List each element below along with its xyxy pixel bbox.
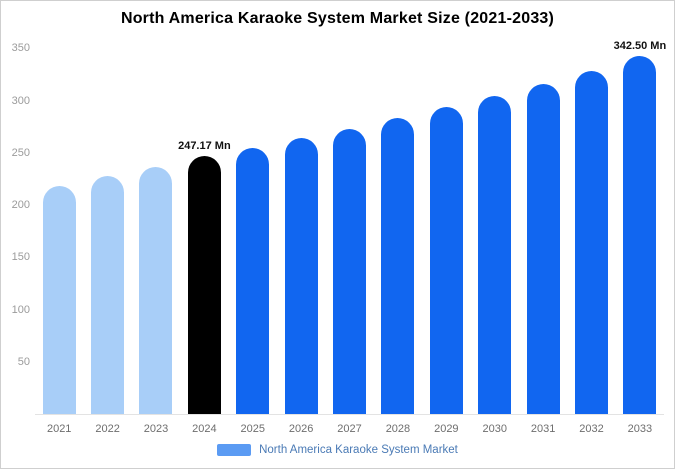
bar-2027 [333,128,367,414]
bar-column-2033: 342.50 Mn [613,40,667,414]
x-axis: 2021 2022 2023 2024 2025 2026 2027 2028 2029 2030… [7,414,664,435]
bar-2029 [429,107,463,414]
bar-2028 [381,118,415,414]
y-tick-250: 250 [11,146,30,159]
bar-2033 [623,56,657,414]
bar-2030 [478,95,512,414]
y-axis: 50 100 150 200 250 300 350 [7,38,33,414]
x-tick-2026: 2026 [288,423,314,435]
bar-column-2032 [567,70,615,414]
x-tick-2027: 2027 [337,423,362,435]
bar-column-2031 [519,83,567,414]
bar-2031 [526,83,560,414]
x-tick-2031: 2031 [530,423,556,435]
y-tick-200: 200 [11,199,30,211]
bar-2032 [574,70,608,414]
chart-title: North America Karaoke System Market Size… [120,10,555,27]
bar-column-2028 [374,118,422,414]
chart: 50 100 150 200 250 300 350 247.17 Mn 342.50 Mn [7,38,667,415]
bar-column-2023 [132,166,180,414]
legend-swatch-icon [217,444,252,456]
plot-area: 247.17 Mn 342.50 Mn [35,38,667,415]
legend-label: North America Karaoke System Market [259,444,458,456]
x-tick-2032: 2032 [579,423,604,435]
bar-column-2026 [277,138,325,414]
bar-column-2021 [35,185,83,414]
bar-2021 [42,185,76,414]
x-tick-2033: 2033 [627,423,653,435]
bar-2024 [187,155,221,414]
bar-column-2022 [83,176,131,414]
x-tick-2022: 2022 [95,423,120,435]
x-tick-2028: 2028 [385,423,411,435]
x-tick-2029: 2029 [434,423,459,435]
y-tick-100: 100 [11,303,30,316]
bar-2025 [236,147,270,414]
y-tick-50: 50 [17,355,30,368]
x-tick-2030: 2030 [482,423,507,435]
y-tick-300: 300 [11,94,30,107]
bar-2022 [91,176,125,414]
bar-column-2029 [422,107,470,414]
bar-2026 [284,138,318,414]
legend: North America Karaoke System Market [1,444,674,456]
y-tick-150: 150 [11,251,30,264]
y-tick-350: 350 [11,42,30,55]
bar-column-2025 [229,147,277,414]
bar-2023 [139,166,173,414]
data-label-2024: 247.17 Mn [178,139,231,152]
bar-column-2030 [471,95,519,414]
bar-column-2024: 247.17 Mn [178,139,231,414]
x-tick-2025: 2025 [240,423,265,435]
data-label-2033: 342.50 Mn [613,40,667,53]
bar-column-2027 [325,128,373,414]
x-tick-2021: 2021 [46,423,72,435]
x-tick-2023: 2023 [143,423,169,435]
x-tick-2024: 2024 [192,423,217,435]
